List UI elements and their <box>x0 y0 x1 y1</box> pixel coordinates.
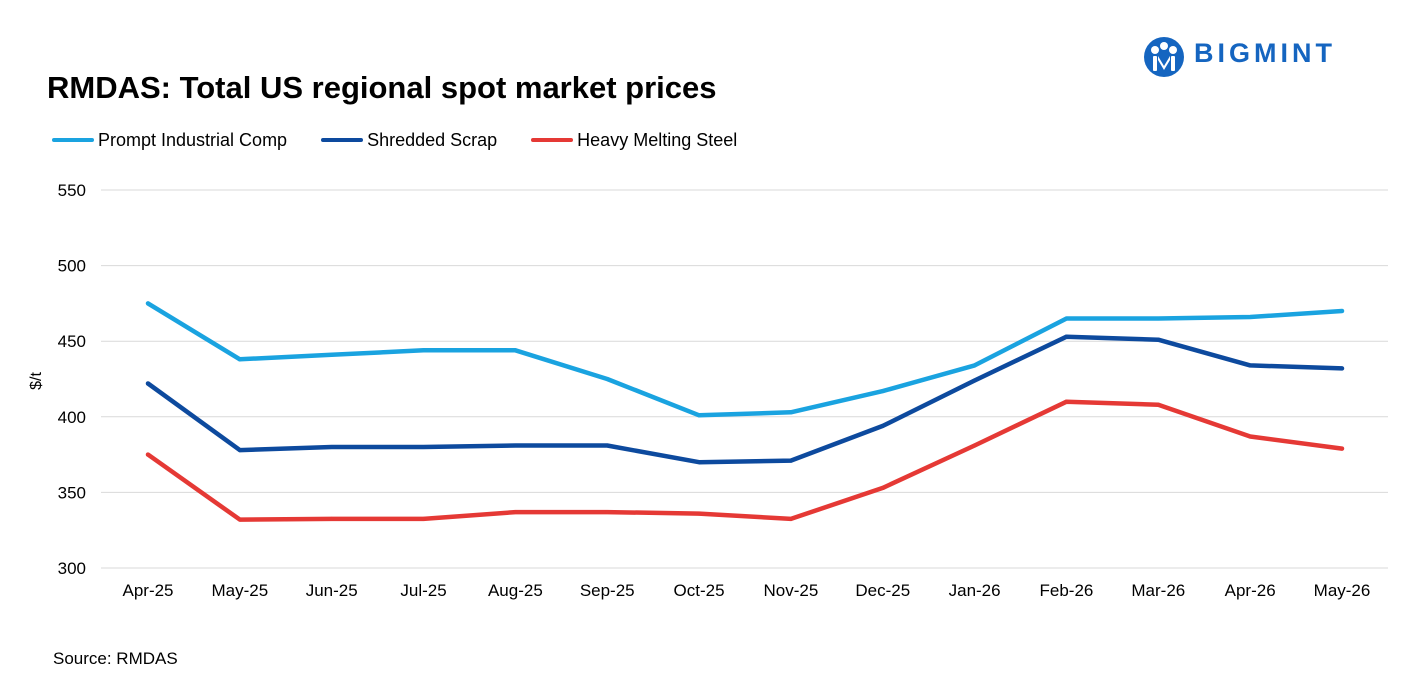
data-point <box>1340 446 1344 451</box>
x-tick-label: Oct-25 <box>674 581 725 600</box>
data-point <box>1340 308 1344 313</box>
x-tick-label: Mar-26 <box>1131 581 1185 600</box>
x-tick-label: Jan-26 <box>949 581 1001 600</box>
legend-item-prompt-industrial-comp: Prompt Industrial Comp <box>52 130 287 151</box>
x-tick-label: Feb-26 <box>1040 581 1094 600</box>
x-tick-label: Apr-25 <box>122 581 173 600</box>
legend-swatch <box>321 138 364 142</box>
data-point <box>1248 434 1253 439</box>
x-tick-label: Jun-25 <box>306 581 358 600</box>
brand-name: BIGMINT <box>1194 38 1336 68</box>
data-point <box>788 410 793 415</box>
data-point <box>237 448 242 453</box>
x-axis-ticks: Apr-25 May-25 Jun-25 Jul-25 Aug-25 Sep-25 Oct-… <box>122 581 1370 600</box>
legend-item-shredded-scrap: Shredded Scrap <box>321 130 497 151</box>
brand-logo: BIGMINT <box>1142 33 1382 81</box>
y-tick-label: 300 <box>58 559 86 578</box>
data-point <box>513 510 518 515</box>
data-point <box>1156 337 1161 342</box>
chart-title: RMDAS: Total US regional spot market pri… <box>47 70 717 105</box>
data-point <box>237 357 242 362</box>
x-tick-label: Apr-26 <box>1225 581 1276 600</box>
data-point <box>605 377 610 381</box>
data-point <box>972 378 977 383</box>
data-point <box>237 517 242 522</box>
y-tick-label: 450 <box>58 332 86 351</box>
y-tick-label: 400 <box>58 408 86 427</box>
x-tick-label: Aug-25 <box>488 581 543 600</box>
data-point <box>605 443 610 448</box>
data-point <box>329 445 334 450</box>
data-point <box>697 460 702 465</box>
data-point <box>1064 334 1069 339</box>
data-point <box>329 516 334 521</box>
data-point <box>421 445 426 450</box>
y-tick-label: 350 <box>58 483 86 502</box>
data-point <box>605 510 610 515</box>
source-note: Source: RMDAS <box>53 649 178 668</box>
data-point <box>1340 366 1344 371</box>
data-point <box>513 443 518 448</box>
y-tick-label: 550 <box>58 181 86 200</box>
data-point <box>1248 315 1253 320</box>
data-point <box>1064 316 1069 321</box>
series-line-heavy-melting-steel <box>145 399 1345 522</box>
x-tick-label: Sep-25 <box>580 581 635 600</box>
legend-swatch <box>531 138 574 142</box>
data-point <box>1156 316 1161 321</box>
data-point <box>146 381 150 386</box>
data-point <box>880 389 885 394</box>
bigmint-logo-icon <box>1144 37 1184 77</box>
data-point <box>972 443 977 448</box>
legend-label: Shredded Scrap <box>367 129 498 150</box>
legend-item-heavy-melting-steel: Heavy Melting Steel <box>531 130 737 151</box>
data-point <box>146 452 150 457</box>
data-point <box>697 413 702 418</box>
y-axis-ticks: 300 350 400 450 500 550 <box>58 181 86 578</box>
x-tick-label: May-25 <box>212 581 269 600</box>
data-point <box>421 516 426 521</box>
series-line-shredded-scrap <box>145 334 1345 465</box>
y-axis-label: $/t <box>28 372 45 390</box>
x-tick-label: Nov-25 <box>764 581 819 600</box>
x-tick-label: Jul-25 <box>400 581 446 600</box>
x-tick-label: Dec-25 <box>855 581 910 600</box>
data-point <box>880 423 885 428</box>
y-tick-label: 500 <box>58 257 86 276</box>
data-point <box>146 301 150 306</box>
data-point <box>697 511 702 516</box>
legend-label: Prompt Industrial Comp <box>98 129 288 150</box>
data-point <box>1248 363 1253 368</box>
data-point <box>1064 399 1069 404</box>
data-point <box>513 348 518 353</box>
data-point <box>1156 402 1161 407</box>
data-point <box>788 516 793 521</box>
series-line-prompt-industrial-comp <box>145 301 1345 418</box>
data-point <box>329 352 334 357</box>
chart-legend: Prompt Industrial Comp Shredded Scrap He… <box>52 126 771 154</box>
x-tick-label: May-26 <box>1314 581 1371 600</box>
legend-label: Heavy Melting Steel <box>577 129 738 150</box>
series-lines <box>145 301 1345 522</box>
data-point <box>788 458 793 463</box>
data-point <box>880 485 885 490</box>
data-point <box>972 363 977 368</box>
data-point <box>421 348 426 353</box>
gridlines <box>101 189 1388 569</box>
legend-swatch <box>52 138 94 142</box>
